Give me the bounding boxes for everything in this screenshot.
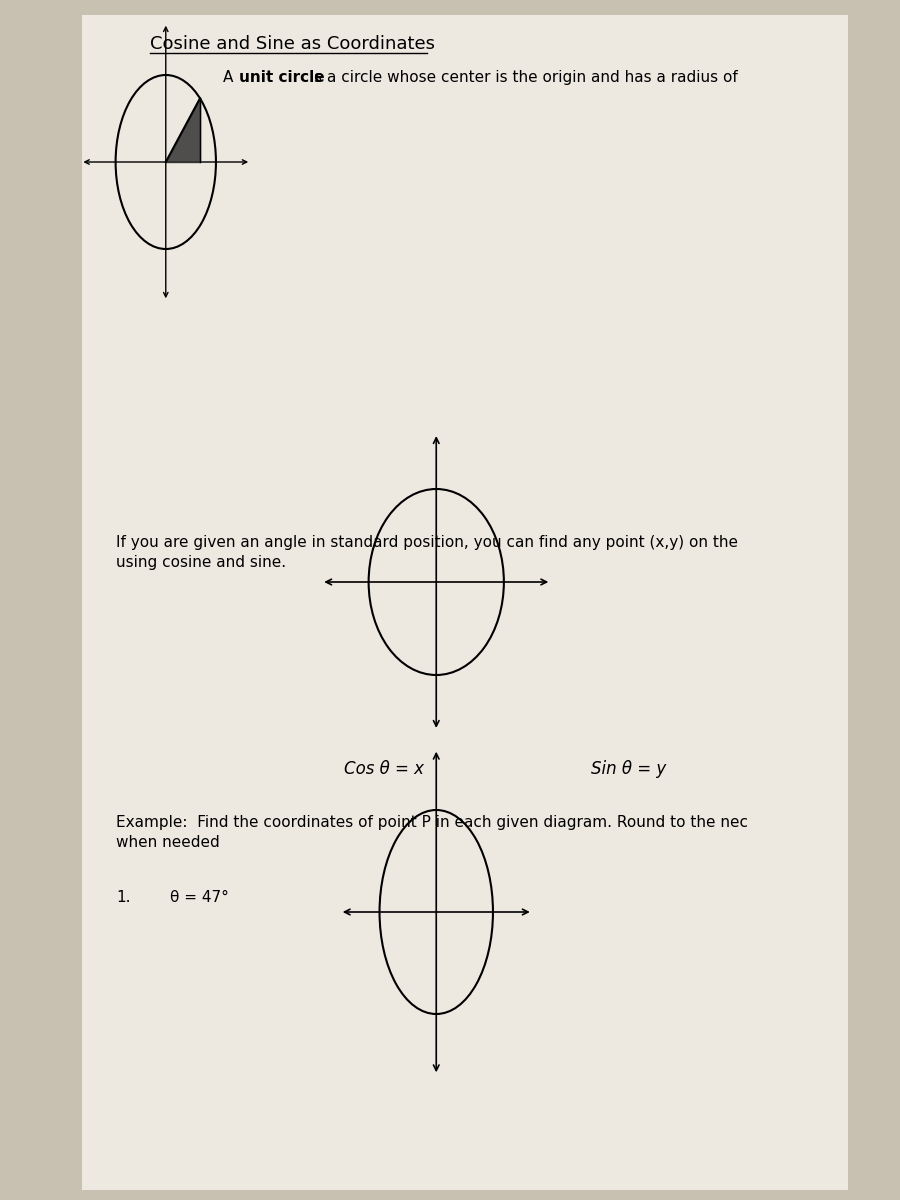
Text: is a circle whose center is the origin and has a radius of: is a circle whose center is the origin a… <box>305 70 738 85</box>
Text: θ = 47°: θ = 47° <box>170 890 229 905</box>
Text: 1.: 1. <box>116 890 130 905</box>
Text: If you are given an angle in standard position, you can find any point (x,y) on : If you are given an angle in standard po… <box>116 535 738 550</box>
Text: Cosine and Sine as Coordinates: Cosine and Sine as Coordinates <box>150 35 436 53</box>
Text: when needed: when needed <box>116 835 220 850</box>
Text: unit circle: unit circle <box>239 70 325 85</box>
Polygon shape <box>166 98 200 162</box>
Text: A: A <box>223 70 238 85</box>
FancyBboxPatch shape <box>83 14 849 1190</box>
Text: Sin θ = y: Sin θ = y <box>591 760 667 778</box>
Text: using cosine and sine.: using cosine and sine. <box>116 554 286 570</box>
Text: Example:  Find the coordinates of point P in each given diagram. Round to the ne: Example: Find the coordinates of point P… <box>116 815 748 830</box>
Text: Cos θ = x: Cos θ = x <box>344 760 424 778</box>
